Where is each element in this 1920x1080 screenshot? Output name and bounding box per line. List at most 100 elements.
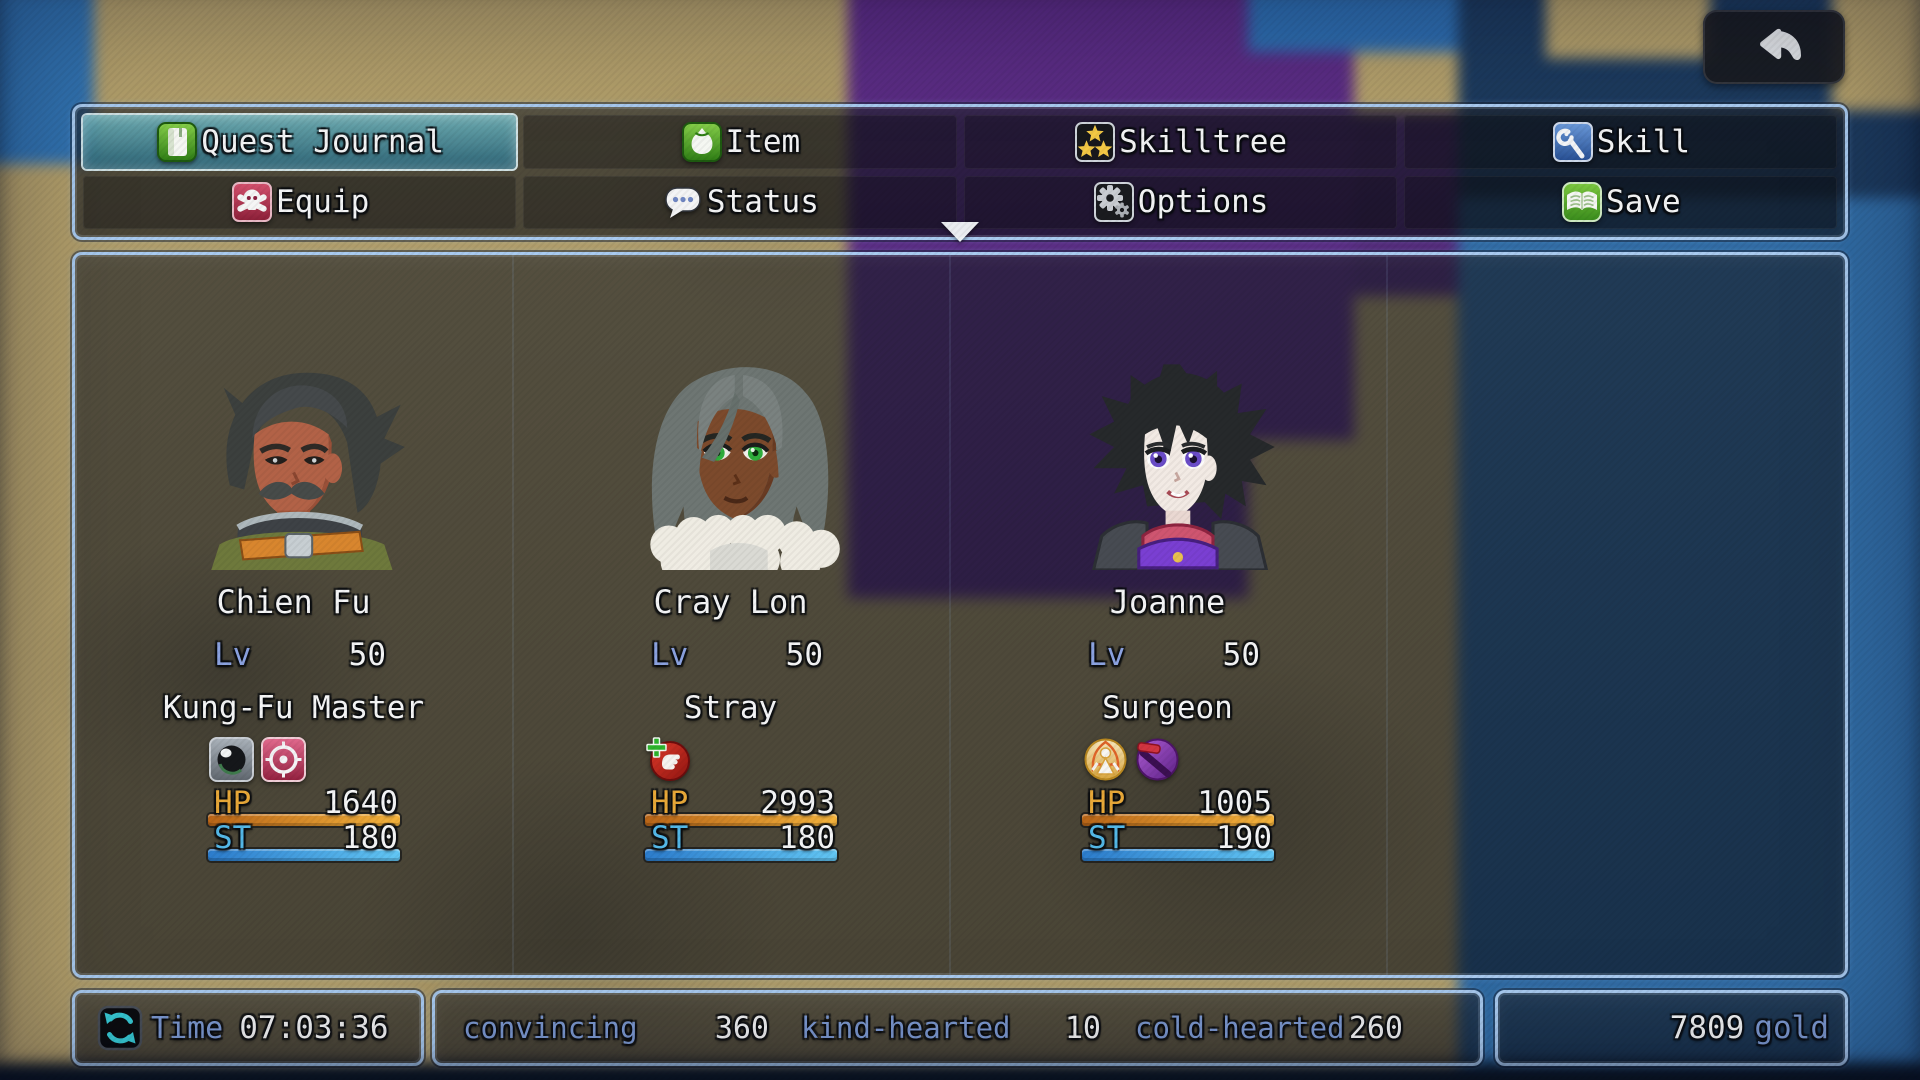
menu-item-status[interactable]: Status <box>523 175 957 229</box>
st-label: ST <box>214 820 252 856</box>
menu-item-quest-journal[interactable]: Quest Journal <box>83 115 517 169</box>
journal-icon <box>157 121 198 162</box>
hp-bar <box>645 814 837 826</box>
hp-bar <box>1082 814 1274 826</box>
target-icon <box>261 737 306 782</box>
st-value: 180 <box>342 820 398 856</box>
st-bar <box>208 849 400 861</box>
party-status-window: Chien Fu Lv 50 Kung-Fu Master <box>72 252 1848 978</box>
command-menu-window: Quest Journal Item Skilltree <box>72 104 1848 240</box>
metric-cold-hearted: cold-hearted 260 <box>1135 993 1403 1063</box>
menu-item-label: Save <box>1606 184 1681 221</box>
member-class: Kung-Fu Master <box>162 690 425 726</box>
menu-item-save[interactable]: Save <box>1403 175 1837 229</box>
metric-label: kind-hearted <box>801 1011 1011 1045</box>
metric-kind-hearted: kind-hearted 10 <box>801 993 1101 1063</box>
member-class: Stray <box>683 690 778 726</box>
skilltree-stars-icon <box>1075 121 1116 162</box>
member-name: Joanne <box>1109 583 1226 621</box>
hp-value: 2993 <box>760 785 835 821</box>
member-class: Surgeon <box>1102 690 1233 726</box>
menu-item-label: Item <box>725 123 801 160</box>
menu-item-label: Options <box>1137 184 1269 221</box>
level-value: 50 <box>1222 637 1260 673</box>
time-label: Time <box>151 1010 224 1046</box>
menu-item-skilltree[interactable]: Skilltree <box>963 115 1397 169</box>
st-bar <box>645 849 837 861</box>
menu-item-equip[interactable]: Equip <box>83 175 517 229</box>
menu-item-label: Skill <box>1596 123 1691 160</box>
refresh-icon <box>97 1005 143 1051</box>
orb-icon <box>209 737 254 782</box>
level-label: Lv <box>214 637 252 673</box>
st-value: 180 <box>779 820 835 856</box>
gold-value: 7809 <box>1669 1010 1745 1046</box>
st-bar <box>1082 849 1274 861</box>
hp-label: HP <box>1088 785 1126 821</box>
party-member-card[interactable]: Chien Fu Lv 50 Kung-Fu Master <box>75 255 514 975</box>
angel-icon <box>1084 738 1127 781</box>
menu-item-item[interactable]: Item <box>523 115 957 169</box>
st-label: ST <box>651 820 689 856</box>
back-button[interactable] <box>1703 10 1845 84</box>
hp-gauge: HP 1005 <box>1082 788 1274 826</box>
st-gauge: ST 180 <box>645 823 837 861</box>
status-effect-icons <box>1082 736 1181 783</box>
status-effect-icons <box>208 736 307 783</box>
portrait-cray-lon <box>650 367 840 570</box>
menu-item-label: Quest Journal <box>201 123 444 160</box>
level-value: 50 <box>785 637 823 673</box>
back-arrow-icon <box>1760 28 1801 61</box>
hp-value: 1005 <box>1197 785 1272 821</box>
st-gauge: ST 180 <box>208 823 400 861</box>
st-gauge: ST 190 <box>1082 823 1274 861</box>
hammer-icon <box>1136 738 1179 781</box>
level-label: Lv <box>1088 637 1126 673</box>
bottom-edge <box>0 1064 1920 1080</box>
gold-label: gold <box>1754 1010 1829 1046</box>
reputation-window: convincing 360 kind-hearted 10 cold-hear… <box>432 990 1483 1066</box>
metric-label: cold-hearted <box>1135 1011 1345 1045</box>
save-book-icon <box>1562 182 1603 223</box>
menu-item-label: Skilltree <box>1119 123 1288 160</box>
portrait-chien-fu <box>211 372 405 570</box>
skill-staff-icon <box>1552 121 1593 162</box>
level-label: Lv <box>651 637 689 673</box>
hp-label: HP <box>651 785 689 821</box>
party-member-card[interactable]: Joanne Lv 50 Surgeon <box>949 255 1388 975</box>
sand-tile-corner <box>1832 0 1920 110</box>
metric-label: convincing <box>463 1011 638 1045</box>
st-label: ST <box>1088 820 1126 856</box>
metric-value: 360 <box>714 1010 769 1046</box>
item-bag-icon <box>681 121 722 162</box>
menu-item-skill[interactable]: Skill <box>1403 115 1837 169</box>
sand-tile-topright <box>1546 0 1710 58</box>
fist-buff-icon <box>646 737 690 781</box>
portrait-joanne <box>1089 364 1275 570</box>
hp-value: 1640 <box>323 785 398 821</box>
hp-bar <box>208 814 400 826</box>
hp-gauge: HP 1640 <box>208 788 400 826</box>
st-value: 190 <box>1216 820 1272 856</box>
gold-window: 7809 gold <box>1495 990 1848 1066</box>
water-tile-top <box>1248 0 1460 52</box>
menu-item-label: Status <box>706 184 819 221</box>
party-member-card[interactable]: Cray Lon Lv 50 Stray HP 29 <box>512 255 951 975</box>
hp-gauge: HP 2993 <box>645 788 837 826</box>
status-effect-icons <box>645 736 692 783</box>
menu-item-options[interactable]: Options <box>963 175 1397 229</box>
menu-item-label: Equip <box>275 184 370 221</box>
command-menu-grid: Quest Journal Item Skilltree <box>81 113 1839 231</box>
status-bubble-icon <box>665 187 701 219</box>
member-name: Chien Fu <box>216 583 371 621</box>
time-value: 07:03:36 <box>239 1010 389 1046</box>
menu-scroll-down-arrow[interactable] <box>941 222 979 242</box>
metric-convincing: convincing 360 <box>463 993 769 1063</box>
options-gears-icon <box>1093 182 1134 223</box>
level-value: 50 <box>348 637 386 673</box>
metric-value: 260 <box>1348 1010 1403 1046</box>
time-window: Time 07:03:36 <box>72 990 424 1066</box>
metric-value: 10 <box>1064 1010 1101 1046</box>
hp-label: HP <box>214 785 252 821</box>
